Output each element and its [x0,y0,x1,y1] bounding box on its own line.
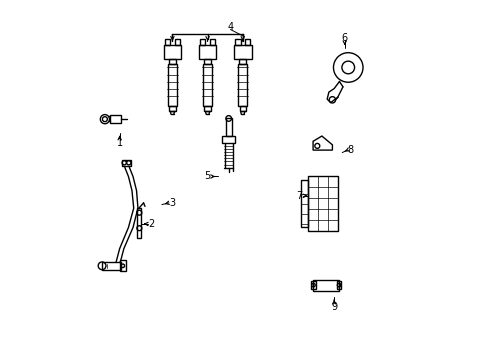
Bar [239,106,245,112]
Bar [203,59,211,64]
Bar [203,64,212,106]
Bar [233,45,251,59]
Bar [200,39,205,45]
Bar [168,59,176,64]
Bar [122,159,130,166]
Bar [239,59,246,64]
Bar [235,39,240,45]
Bar [163,45,181,59]
Bar [110,115,121,123]
Bar [312,279,339,291]
Text: 8: 8 [346,145,352,155]
Bar [102,262,121,270]
Bar [167,64,177,106]
Text: 1: 1 [116,138,122,148]
Text: 4: 4 [227,22,233,32]
Bar [169,106,175,112]
Text: 9: 9 [330,302,337,312]
Text: 6: 6 [341,32,347,42]
Bar [244,39,250,45]
Bar [164,39,170,45]
Bar [238,64,247,106]
Bar [307,176,337,231]
Bar [120,260,125,271]
Bar [225,118,231,136]
Text: 3: 3 [169,198,175,208]
Bar [301,180,307,228]
Bar [137,208,141,238]
Bar [311,281,315,289]
Text: 2: 2 [148,219,154,229]
Bar [204,106,210,112]
Text: 7: 7 [295,191,302,201]
Bar [199,45,216,59]
Bar [209,39,215,45]
Text: 5: 5 [204,171,210,181]
Bar [336,281,341,289]
Bar [174,39,180,45]
